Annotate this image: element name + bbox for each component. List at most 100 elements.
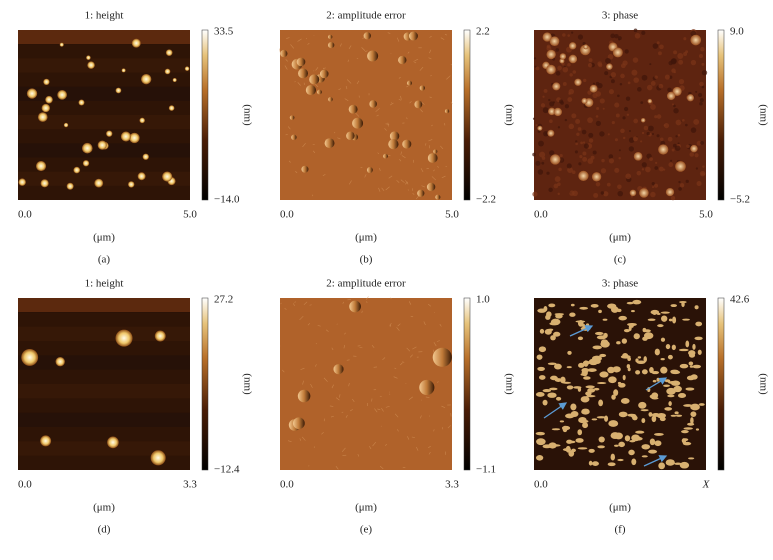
- texture: [614, 168, 619, 173]
- afm-image: [18, 30, 190, 200]
- domain: [578, 417, 586, 423]
- domain: [690, 411, 696, 417]
- domain: [695, 322, 702, 327]
- particle: [73, 167, 80, 174]
- texture: [578, 127, 582, 131]
- domain: [690, 404, 700, 411]
- scale-unit: (nm): [503, 373, 515, 395]
- texture: [543, 107, 549, 113]
- particle: [666, 188, 674, 196]
- domain: [545, 329, 552, 335]
- texture: [558, 168, 562, 172]
- texture: [642, 168, 644, 170]
- particle: [407, 81, 412, 86]
- texture: [700, 47, 704, 51]
- domain: [643, 328, 647, 332]
- domain: [642, 337, 648, 341]
- texture: [617, 94, 620, 97]
- particle: [537, 126, 542, 131]
- domain: [625, 435, 630, 441]
- domain: [631, 310, 635, 312]
- domain: [612, 366, 620, 372]
- texture: [689, 152, 694, 157]
- domain: [597, 416, 606, 418]
- domain: [617, 459, 623, 461]
- texture: [647, 85, 653, 91]
- texture: [622, 60, 627, 65]
- domain: [552, 428, 560, 430]
- particle: [64, 123, 68, 127]
- texture: [596, 182, 601, 187]
- texture: [593, 150, 597, 154]
- particle: [569, 55, 578, 64]
- texture: [532, 192, 537, 197]
- x-unit: (μm): [609, 502, 631, 514]
- scan-band: [18, 58, 190, 72]
- domain: [571, 449, 576, 452]
- domain: [648, 319, 656, 321]
- texture: [655, 162, 657, 164]
- scale-max: 27.2: [214, 294, 233, 306]
- domain: [587, 368, 596, 372]
- domain: [571, 304, 575, 307]
- texture: [679, 79, 684, 84]
- texture: [654, 75, 657, 78]
- domain: [665, 379, 671, 382]
- domain: [627, 323, 637, 326]
- particle: [86, 55, 91, 60]
- texture: [618, 38, 620, 40]
- scale-max: 9.0: [730, 26, 744, 38]
- domain: [597, 335, 607, 339]
- domain: [689, 376, 697, 379]
- texture: [695, 91, 697, 93]
- texture: [578, 34, 583, 39]
- texture: [538, 141, 544, 147]
- texture: [535, 124, 537, 126]
- particle: [606, 63, 613, 70]
- particle: [560, 53, 566, 59]
- texture: [582, 130, 587, 135]
- domain: [570, 403, 576, 410]
- domain: [682, 319, 690, 321]
- texture: [640, 101, 643, 104]
- texture: [571, 113, 576, 118]
- particle: [18, 178, 25, 185]
- x-start: 0.0: [534, 479, 548, 491]
- domain: [539, 375, 546, 380]
- domain: [657, 413, 666, 418]
- texture: [557, 66, 562, 71]
- texture: [534, 57, 536, 59]
- particle: [165, 69, 171, 75]
- texture: [609, 154, 614, 159]
- domain: [618, 383, 625, 388]
- domain: [632, 300, 641, 305]
- texture: [625, 49, 629, 53]
- domain: [597, 445, 605, 448]
- texture: [572, 70, 576, 74]
- texture: [642, 75, 648, 81]
- texture: [664, 123, 669, 128]
- domain: [627, 364, 630, 368]
- texture: [614, 103, 619, 108]
- domain: [592, 418, 598, 420]
- domain: [652, 310, 657, 315]
- domain: [666, 459, 675, 466]
- texture: [569, 190, 575, 196]
- domain: [563, 448, 571, 451]
- domain: [670, 370, 679, 374]
- particle: [639, 188, 649, 198]
- texture: [617, 191, 623, 197]
- texture: [683, 52, 687, 56]
- texture: [674, 71, 676, 73]
- texture: [693, 119, 699, 125]
- domain: [614, 445, 619, 447]
- texture: [589, 138, 593, 142]
- domain: [631, 434, 640, 441]
- domain: [599, 371, 608, 377]
- domain: [658, 462, 665, 469]
- domain: [623, 375, 626, 380]
- texture: [701, 63, 704, 66]
- texture: [676, 120, 682, 126]
- texture: [702, 70, 707, 75]
